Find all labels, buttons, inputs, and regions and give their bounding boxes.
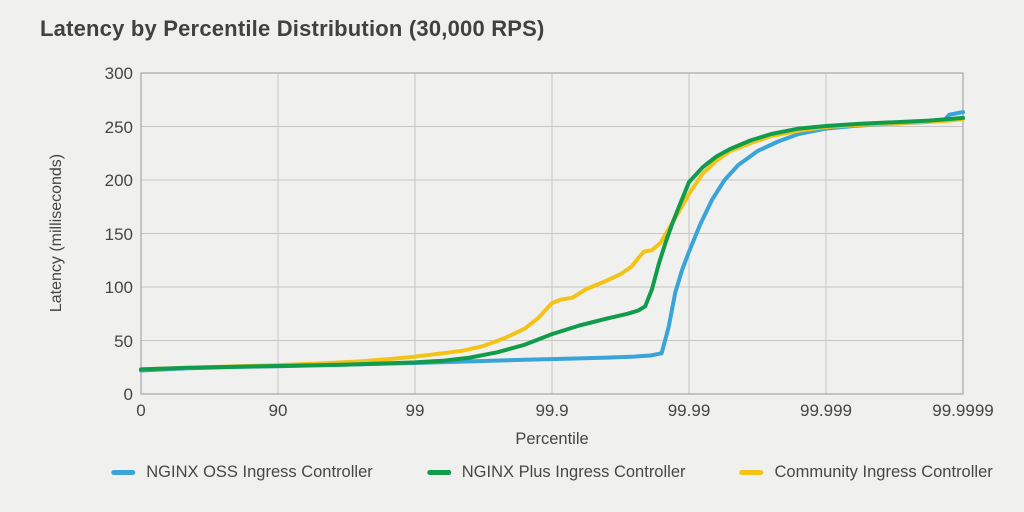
chart-title: Latency by Percentile Distribution (30,0… [40, 16, 545, 41]
x-tick-label: 99.99 [667, 401, 711, 420]
y-tick-label: 250 [104, 117, 133, 137]
y-tick-label: 50 [114, 331, 133, 351]
legend-label: NGINX OSS Ingress Controller [146, 463, 373, 481]
legend-swatch-blue-line [111, 470, 136, 475]
legend-swatch-yellow-line [739, 470, 764, 475]
y-tick-label: 200 [104, 171, 133, 190]
y-tick-label: 150 [104, 224, 133, 244]
x-tick-label: 90 [268, 401, 288, 420]
y-tick-label: 100 [104, 278, 133, 297]
legend-item-nginx-plus: NGINX Plus Ingress Controller [426, 463, 686, 482]
legend-label: NGINX Plus Ingress Controller [461, 463, 686, 481]
y-tick-label: 0 [123, 385, 133, 404]
x-tick-label: 99.9 [535, 401, 569, 420]
plot-border [140, 72, 964, 395]
x-tick-label: 99.999 [800, 401, 852, 420]
series-line-community-ingress-controller [139, 117, 965, 372]
x-tick-label: 0 [136, 401, 146, 420]
legend-swatch-green-line [426, 470, 451, 475]
x-tick-label: 99.9999 [932, 401, 994, 420]
chart-legend: NGINX OSS Ingress Controller NGINX Plus … [111, 463, 993, 482]
x-axis-title: Percentile [515, 430, 589, 448]
legend-label: Community Ingress Controller [774, 463, 993, 481]
series-line-nginx-plus-ingress-controller [139, 115, 965, 372]
legend-item-nginx-oss: NGINX OSS Ingress Controller [111, 463, 373, 482]
x-tick-label: 99 [405, 401, 425, 420]
legend-item-community: Community Ingress Controller [739, 463, 993, 482]
y-tick-label: 300 [104, 64, 133, 83]
y-axis-title: Latency (milliseconds) [48, 153, 65, 313]
